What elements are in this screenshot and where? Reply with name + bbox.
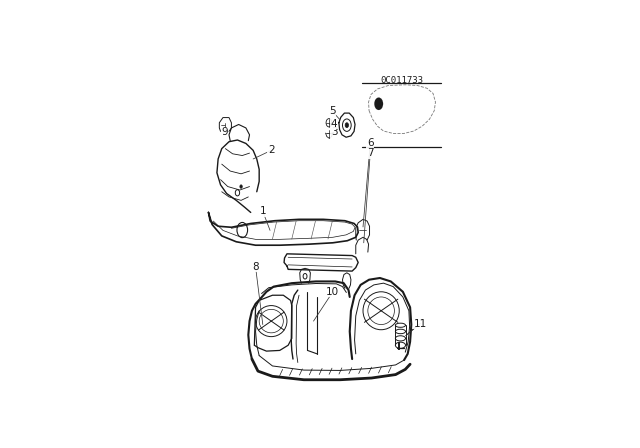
Text: 9: 9 (221, 127, 228, 137)
Circle shape (345, 123, 349, 128)
Text: 3: 3 (331, 127, 337, 138)
Text: 6: 6 (367, 138, 374, 148)
Text: 7: 7 (367, 148, 374, 158)
Text: 8: 8 (252, 262, 259, 272)
Text: 0C011733: 0C011733 (380, 76, 423, 85)
Circle shape (374, 98, 383, 110)
Text: 10: 10 (326, 287, 339, 297)
Text: 1: 1 (259, 207, 266, 216)
Text: 5: 5 (329, 106, 335, 116)
Text: 11: 11 (413, 319, 427, 328)
Circle shape (240, 185, 243, 188)
Text: 2: 2 (268, 145, 275, 155)
Text: 4: 4 (331, 119, 337, 129)
